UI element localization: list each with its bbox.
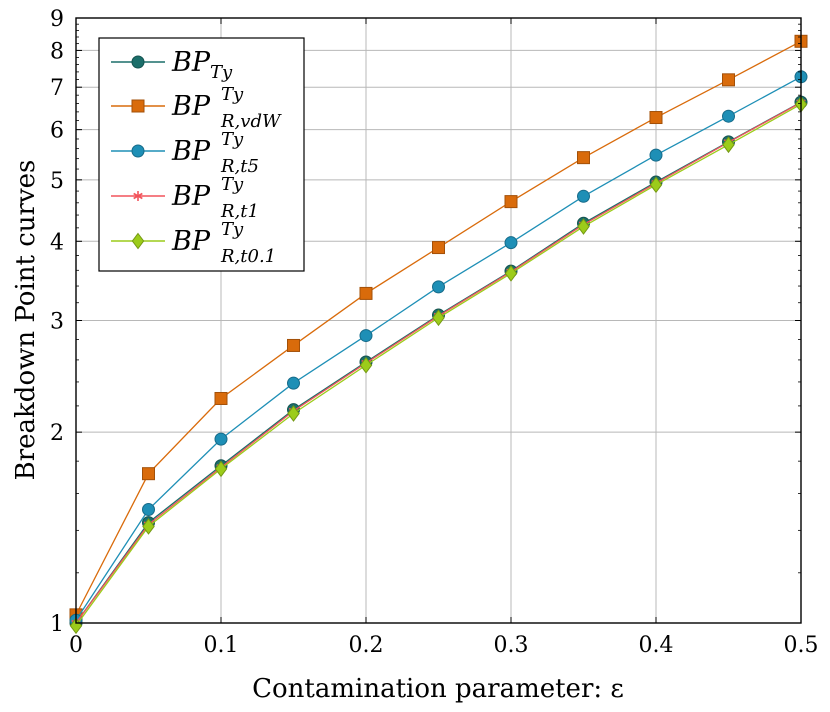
legend-marker — [131, 55, 145, 69]
legend-label: BP Ty R,vdW — [171, 84, 282, 132]
data-point — [287, 405, 300, 422]
data-point — [287, 376, 300, 390]
data-point — [214, 432, 228, 446]
x-tick-label: 0.2 — [349, 633, 384, 658]
x-tick-label: 0.5 — [784, 633, 819, 658]
legend-entry-0: BPTy — [111, 47, 233, 83]
series-4 — [69, 95, 808, 635]
data-point — [649, 176, 663, 194]
data-point — [649, 111, 663, 125]
legend-entry-2: BP Ty R,t5 — [111, 129, 259, 177]
data-point — [722, 136, 735, 154]
y-tick-label: 9 — [50, 7, 64, 32]
y-tick-label: 8 — [50, 39, 64, 64]
data-point — [504, 236, 518, 250]
data-point — [142, 503, 155, 517]
x-tick-label: 0.4 — [639, 633, 674, 658]
y-tick-label: 7 — [50, 76, 64, 101]
legend-marker — [131, 144, 145, 158]
legend-marker — [131, 99, 145, 113]
series-layer — [69, 34, 808, 635]
data-point — [722, 109, 735, 123]
data-point — [142, 518, 155, 535]
data-point — [432, 309, 445, 327]
data-point — [287, 338, 300, 352]
data-point — [504, 195, 518, 209]
legend-entry-1: BP Ty R,vdW — [111, 84, 282, 132]
data-point — [359, 356, 373, 374]
legend-entry-4: BP Ty R,t0.1 — [111, 219, 276, 267]
data-point — [722, 73, 735, 87]
data-point — [359, 286, 373, 300]
legend-label: BP Ty R,t0.1 — [171, 219, 276, 267]
x-tick-label: 0.3 — [494, 633, 529, 658]
x-tick-label: 0.1 — [204, 633, 239, 658]
y-tick-label: 4 — [50, 230, 64, 255]
data-point — [214, 391, 228, 405]
legend-marker — [131, 232, 145, 250]
data-point — [432, 241, 445, 255]
legend-label: BP Ty R,t5 — [171, 129, 259, 177]
legend-label: BP Ty R,t1 — [171, 174, 259, 222]
data-point — [214, 460, 228, 478]
data-point — [577, 151, 590, 165]
legend-marker — [133, 191, 143, 201]
x-axis-title: Contamination parameter: ε — [252, 674, 624, 704]
data-point — [142, 467, 155, 481]
y-axis-title: Breakdown Point curves — [11, 160, 41, 481]
data-point — [649, 148, 663, 162]
y-tick-label: 1 — [50, 612, 64, 637]
y-tick-label: 2 — [50, 421, 64, 446]
legend-entry-3: BP Ty R,t1 — [111, 174, 259, 222]
data-point — [432, 280, 445, 294]
data-point — [359, 329, 373, 343]
data-point — [577, 218, 590, 235]
y-tick-label: 3 — [50, 310, 64, 335]
series-1 — [69, 34, 808, 622]
data-point — [577, 189, 590, 203]
y-tick-label: 6 — [50, 119, 64, 144]
y-tick-label: 5 — [50, 169, 64, 194]
data-point — [504, 265, 518, 282]
x-tick-label: 0 — [69, 633, 83, 658]
axis-ticks: 0 0.1 0.2 0.3 0.4 0.5 1 2 3 4 5 6 7 8 9 — [50, 7, 819, 658]
legend-label: BPTy — [171, 47, 233, 83]
